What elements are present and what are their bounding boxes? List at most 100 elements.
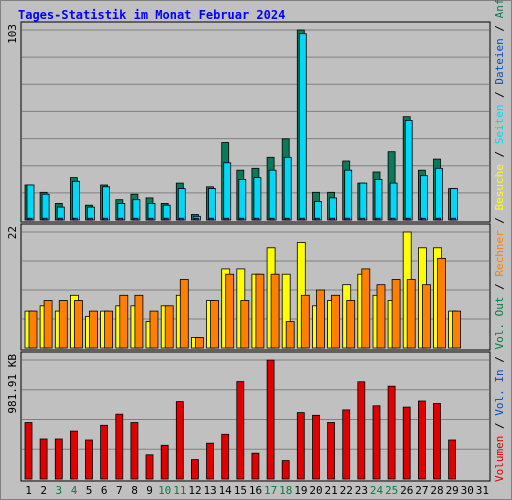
legend-entry: Vol. Out <box>493 297 506 350</box>
bar-volumen-day-5 <box>85 439 93 480</box>
day-label: 23 <box>355 484 368 497</box>
day-label: 25 <box>385 484 398 497</box>
bar-dateien-day-20 <box>314 201 322 221</box>
bar-volumen-day-7 <box>115 413 124 480</box>
bar-volumen-day-26 <box>402 406 411 480</box>
bar-volumen-day-28 <box>433 403 441 480</box>
bar-volumen-day-14 <box>221 433 230 480</box>
bar-rechner-day-17 <box>270 273 280 349</box>
bar-rechner-day-4 <box>74 300 83 349</box>
day-label: 15 <box>234 484 247 497</box>
bar-dateien-day-10 <box>162 204 171 221</box>
bar-seiten-day-16 <box>254 217 260 221</box>
bar-rechner-day-18 <box>285 321 295 349</box>
legend-entry: / <box>493 18 506 38</box>
day-label: 27 <box>415 484 428 497</box>
legend-entry: / <box>493 85 506 105</box>
day-label: 2 <box>40 484 47 497</box>
bar-rechner-day-22 <box>346 300 356 349</box>
bar-rechner-day-6 <box>104 310 113 349</box>
legend-entry: / <box>493 350 506 370</box>
bar-volumen-day-20 <box>312 414 320 480</box>
bar-volumen-day-27 <box>417 400 426 480</box>
bar-rechner-day-12 <box>194 337 204 349</box>
bar-rechner-day-24 <box>376 284 386 349</box>
bar-dateien-day-28 <box>435 167 443 221</box>
bar-dateien-day-29 <box>450 188 459 221</box>
bar-dateien-day-21 <box>329 197 338 221</box>
day-label: 6 <box>101 484 108 497</box>
bar-volumen-day-11 <box>175 401 184 480</box>
bar-rechner-day-7 <box>119 294 129 349</box>
bar-rechner-day-14 <box>225 273 235 349</box>
bar-seiten-day-25 <box>390 217 396 221</box>
day-label: 19 <box>294 484 307 497</box>
bar-seiten-day-15 <box>239 217 245 221</box>
bar-seiten-day-27 <box>420 217 426 221</box>
bar-seiten-day-26 <box>405 217 411 221</box>
day-label: 16 <box>249 484 262 497</box>
bar-dateien-day-18 <box>283 156 292 221</box>
bar-seiten-day-7 <box>118 217 124 221</box>
y-max-label: 103 <box>6 24 19 44</box>
bar-volumen-day-15 <box>236 381 245 480</box>
day-label: 14 <box>219 484 233 497</box>
bar-volumen-day-16 <box>251 452 260 480</box>
bar-seiten-day-3 <box>57 217 63 221</box>
day-label: 5 <box>86 484 93 497</box>
bar-rechner-day-8 <box>134 294 144 349</box>
bar-seiten-day-24 <box>375 217 381 221</box>
bar-seiten-day-28 <box>436 217 441 221</box>
bar-volumen-day-24 <box>372 405 381 480</box>
legend-entry: Seiten <box>493 104 506 144</box>
bar-volumen-day-8 <box>130 422 139 480</box>
legend-entry: / <box>493 277 506 297</box>
bar-seiten-day-20 <box>315 217 320 221</box>
bar-seiten-day-1 <box>27 217 33 221</box>
legend-entry: Besuche <box>493 164 506 210</box>
day-label: 26 <box>400 484 413 497</box>
bar-dateien-day-6 <box>102 186 110 221</box>
panel-volume: 981.91 KB <box>6 351 491 482</box>
bar-rechner-day-2 <box>43 300 53 349</box>
bar-seiten-day-10 <box>163 217 169 221</box>
bar-rechner-day-11 <box>179 279 189 349</box>
legend-entry: / <box>493 144 506 164</box>
day-label: 18 <box>279 484 292 497</box>
bar-dateien-day-13 <box>208 188 216 221</box>
bar-seiten-day-14 <box>224 217 230 221</box>
bar-rechner-day-27 <box>421 284 431 349</box>
bar-rechner-day-20 <box>316 289 325 349</box>
bar-rechner-day-21 <box>331 294 341 349</box>
bar-volumen-day-18 <box>281 460 290 480</box>
day-label: 30 <box>461 484 474 497</box>
panel-requests: 103 <box>6 21 491 223</box>
bar-dateien-day-2 <box>41 193 50 221</box>
bar-seiten-day-13 <box>209 217 214 221</box>
bar-volumen-day-4 <box>70 430 78 480</box>
day-label: 13 <box>203 484 216 497</box>
day-label: 11 <box>173 484 186 497</box>
bar-rechner-day-5 <box>89 310 98 349</box>
bar-rechner-day-26 <box>406 279 416 349</box>
right-legend: Volumen / Vol. In / Vol. Out / Rechner /… <box>493 0 506 482</box>
day-label: 10 <box>158 484 171 497</box>
day-label: 31 <box>476 484 489 497</box>
bar-volumen-day-10 <box>160 444 169 480</box>
bar-rechner-day-10 <box>164 305 174 349</box>
bar-dateien-day-9 <box>147 202 156 221</box>
bar-volumen-day-21 <box>327 422 336 480</box>
bar-dateien-day-4 <box>72 180 80 221</box>
bar-rechner-day-19 <box>300 294 310 349</box>
bar-volumen-day-13 <box>206 442 214 480</box>
bar-rechner-day-3 <box>58 300 68 349</box>
day-label: 28 <box>430 484 443 497</box>
bar-dateien-day-24 <box>374 178 383 221</box>
bar-seiten-day-18 <box>284 217 290 221</box>
bar-dateien-day-16 <box>253 177 262 221</box>
bar-volumen-day-19 <box>296 412 305 480</box>
bar-rechner-day-9 <box>149 310 159 349</box>
bar-seiten-day-19 <box>299 217 305 221</box>
bar-seiten-day-23 <box>360 217 366 221</box>
